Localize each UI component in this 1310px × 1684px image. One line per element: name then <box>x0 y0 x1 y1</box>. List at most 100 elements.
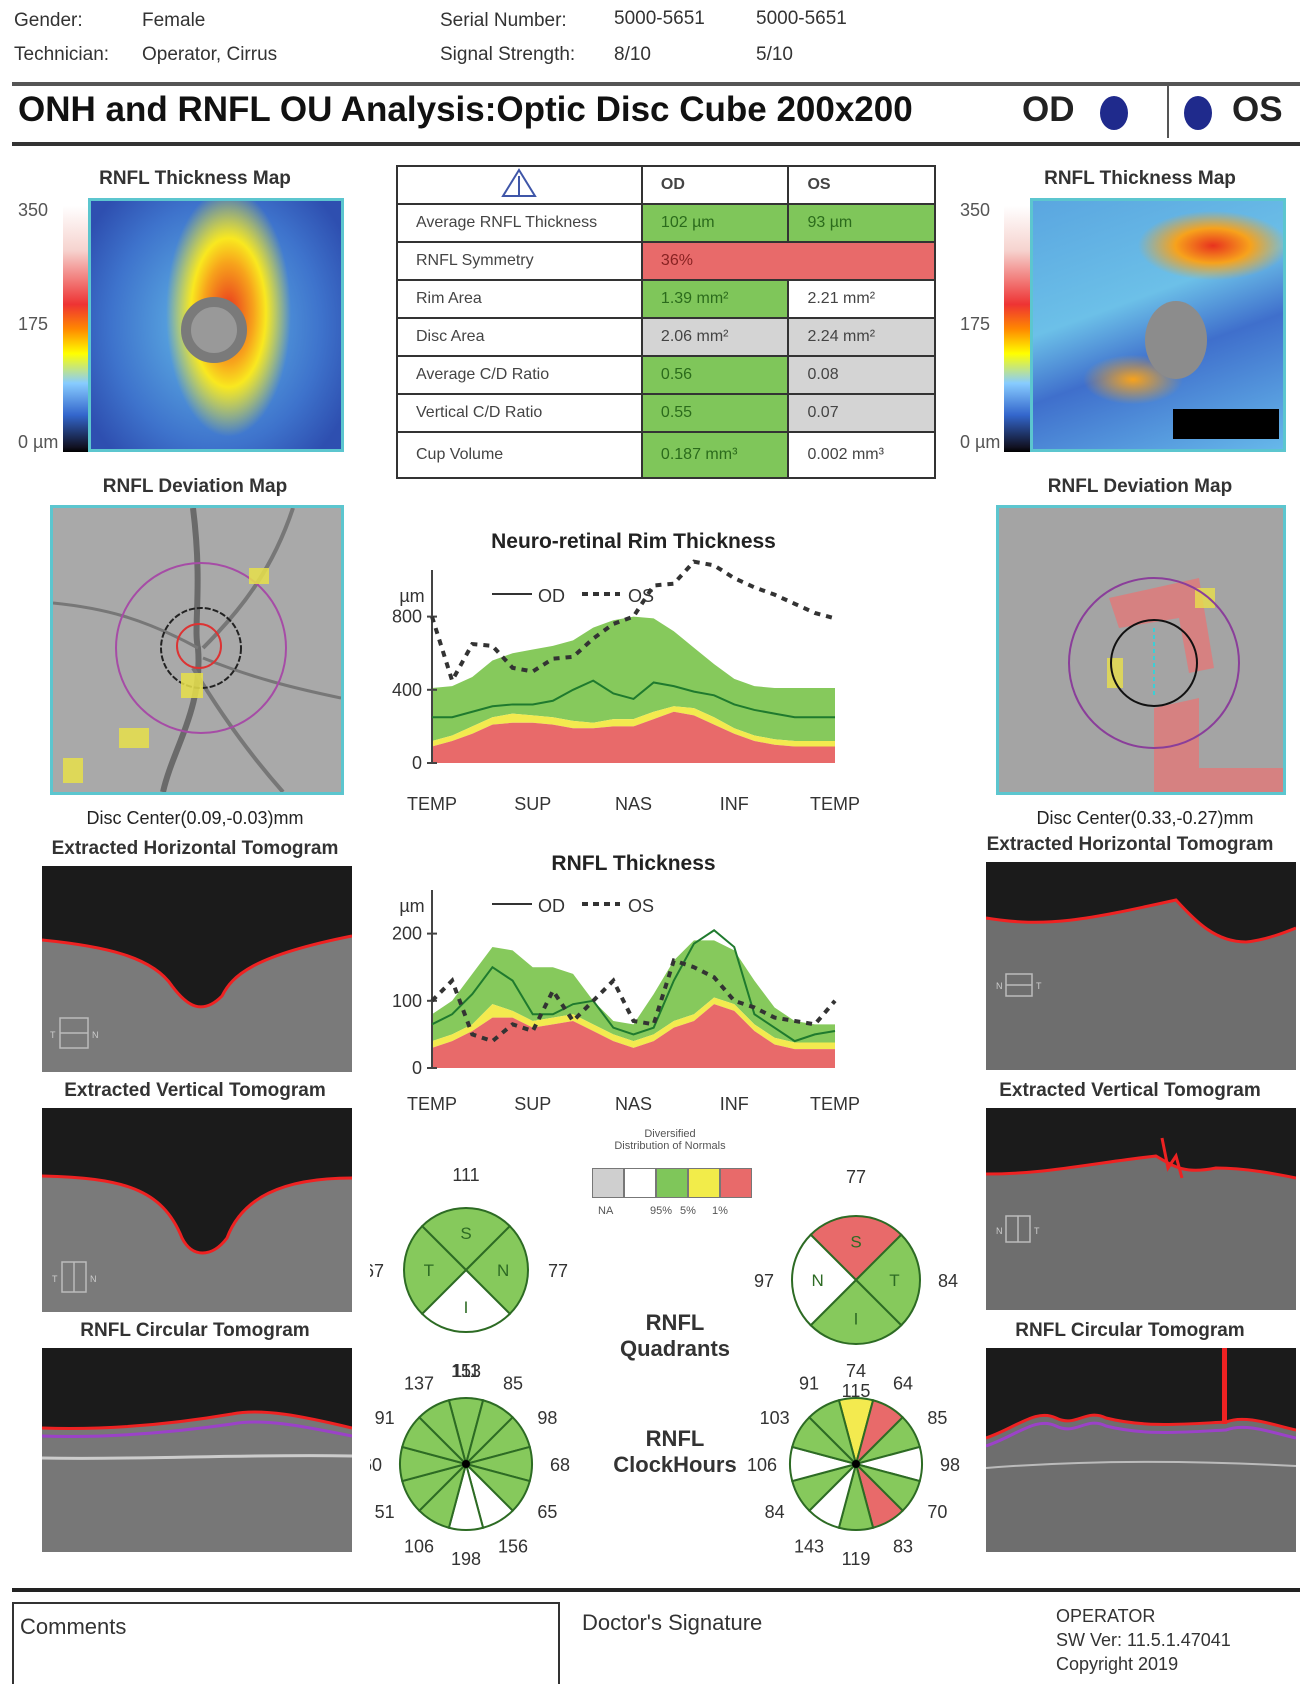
os-quadrant-sector-label: N <box>811 1271 823 1290</box>
rim-chart-legend-od: OD <box>538 586 565 606</box>
table-row: RNFL Symmetry 36% <box>396 241 937 281</box>
os-missing-data-region <box>1173 409 1279 439</box>
od-clock-value: 111 <box>452 1361 479 1381</box>
od-clock-value: 91 <box>375 1408 395 1428</box>
os-scan-circle <box>1068 577 1240 749</box>
os-clock-value: 83 <box>893 1536 913 1556</box>
os-clock-value: 64 <box>893 1374 913 1394</box>
table-row: Cup Volume 0.187 mm³ 0.002 mm³ <box>396 431 936 479</box>
os-clock-value: 119 <box>842 1549 871 1569</box>
os-quadrant-sector-label: I <box>854 1309 859 1328</box>
clockhours-label-line1: RNFL <box>645 1426 705 1451</box>
od-optic-disc-mask <box>181 297 247 363</box>
copyright: Copyright 2019 <box>1056 1654 1179 1674</box>
legend-label-na: NA <box>598 1205 614 1217</box>
rnfl-chart-xtick-label: INF <box>720 1094 749 1114</box>
od-clock-value: 98 <box>537 1408 557 1428</box>
rnfl-chart-xtick-label: NAS <box>615 1094 652 1114</box>
od-disc-margin <box>160 607 242 689</box>
serial-label: Serial Number: <box>440 10 567 31</box>
os-deviation-map-title: RNFL Deviation Map <box>1047 476 1233 497</box>
os-clock-value: 70 <box>927 1502 947 1522</box>
rim-chart-xtick-label: TEMP <box>810 794 860 814</box>
metric-label: Vertical C/D Ratio <box>396 393 643 433</box>
legend-label-5: 5% <box>680 1205 696 1217</box>
report-title-bar: ONH and RNFL OU Analysis:Optic Disc Cube… <box>12 82 1300 146</box>
os-circular-tomogram <box>986 1348 1296 1552</box>
od-label: OD <box>1022 90 1075 129</box>
normals-legend-swatch <box>592 1168 624 1198</box>
od-quadrant-sector-label: I <box>464 1298 469 1317</box>
os-h-orient-right: T <box>1036 981 1042 991</box>
technician-label: Technician: <box>14 44 110 65</box>
rim-chart-xtick-label: TEMP <box>407 794 457 814</box>
od-h-orient-right: N <box>92 1030 99 1040</box>
rnfl-chart-band-green <box>432 940 835 1043</box>
table-row: Average C/D Ratio 0.56 0.08 <box>396 355 936 395</box>
od-fundus-overlay <box>52 507 342 794</box>
os-v-orient-left: N <box>996 1226 1003 1236</box>
od-quadrant-value: 153 <box>451 1361 481 1381</box>
gender-label: Gender: <box>14 10 83 31</box>
os-clock-value: 85 <box>927 1408 947 1428</box>
metrics-table: OD OS Average RNFL Thickness 102 µm 93 µ… <box>396 165 937 479</box>
warning-triangle-icon <box>501 167 538 202</box>
sw-version: SW Ver: 11.5.1.47041 <box>1056 1630 1231 1650</box>
od-scale-mid: 175 <box>18 314 49 334</box>
metric-label: RNFL Symmetry <box>396 241 643 281</box>
os-quadrant-sector-n <box>791 1233 858 1327</box>
rnfl-chart-ytick-label: 0 <box>412 1058 422 1078</box>
metric-label: Average C/D Ratio <box>396 355 643 395</box>
table-row: Rim Area 1.39 mm² 2.21 mm² <box>396 279 936 319</box>
od-v-orient-left: T <box>52 1274 58 1284</box>
rim-chart-ytick-label: 800 <box>392 607 422 627</box>
metric-od-value: 1.39 mm² <box>640 279 790 319</box>
od-quadrant-sector-i <box>420 1268 512 1333</box>
od-horizontal-tomogram-title: Extracted Horizontal Tomogram <box>51 838 339 859</box>
od-quadrant-sector-label: T <box>424 1261 434 1280</box>
neuro-retinal-rim-chart: Neuro-retinal Rim Thickness µm OD OS 0 400 800… <box>392 530 860 814</box>
od-quadrant-value: 67 <box>370 1261 384 1281</box>
od-scale-min: 0 µm <box>18 432 59 452</box>
rim-chart-xtick-label: SUP <box>514 794 551 814</box>
rim-chart-series-od <box>432 679 835 719</box>
metric-label: Cup Volume <box>396 431 643 479</box>
os-clock-center <box>852 1460 860 1468</box>
od-disc-center: Disc Center(0.09,-0.03)mm <box>86 808 304 828</box>
od-clock-value: 60 <box>370 1455 382 1475</box>
serial-os: 5000-5651 <box>756 8 847 29</box>
od-v-orient-right: N <box>90 1274 97 1284</box>
od-scan-circle <box>115 562 287 734</box>
rnfl-chart-series-od <box>431 928 836 1043</box>
os-thickness-map-title: RNFL Thickness Map <box>1044 168 1236 189</box>
warning-cell <box>396 165 643 205</box>
report-title: ONH and RNFL OU Analysis:Optic Disc Cube… <box>18 90 913 129</box>
signal-od: 8/10 <box>614 44 651 65</box>
serial-od: 5000-5651 <box>614 8 705 29</box>
od-clock-value: 156 <box>498 1536 528 1556</box>
rnfl-thickness-chart: RNFL Thickness µm OD OS 0 100 200 TEMP SUP NAS INF… <box>392 852 860 1114</box>
od-deviation-map <box>50 505 344 795</box>
rim-chart-ylabel: µm <box>399 586 424 606</box>
os-quadrant-value: 84 <box>938 1271 958 1291</box>
os-quadrant-value: 115 <box>842 1381 871 1401</box>
normals-legend-swatch <box>688 1168 720 1198</box>
os-thickness-map <box>1030 198 1286 452</box>
metric-symmetry-value: 36% <box>640 241 937 281</box>
normals-legend-title: Diversified Distribution of Normals <box>580 1128 760 1152</box>
od-cup-margin <box>176 623 222 669</box>
od-clock-value: 198 <box>451 1549 481 1569</box>
quadrants-label: RNFL Quadrants <box>590 1310 760 1362</box>
rnfl-chart-ylabel: µm <box>399 896 424 916</box>
normals-legend-title-line1: Diversified <box>644 1128 696 1140</box>
os-h-orient-left: N <box>996 981 1003 991</box>
metric-od-value: 0.56 <box>640 355 790 395</box>
rim-chart-xtick-label: INF <box>720 794 749 814</box>
comments-box[interactable]: Comments <box>12 1602 560 1684</box>
os-horizontal-tomogram: N T <box>986 862 1296 1070</box>
metric-od-value: 102 µm <box>640 203 790 243</box>
metrics-table-header: OD OS <box>396 165 936 205</box>
rim-chart-legend-os: OS <box>628 586 654 606</box>
os-clock-value: 143 <box>794 1536 824 1556</box>
rnfl-chart-band-yellow <box>432 997 835 1050</box>
